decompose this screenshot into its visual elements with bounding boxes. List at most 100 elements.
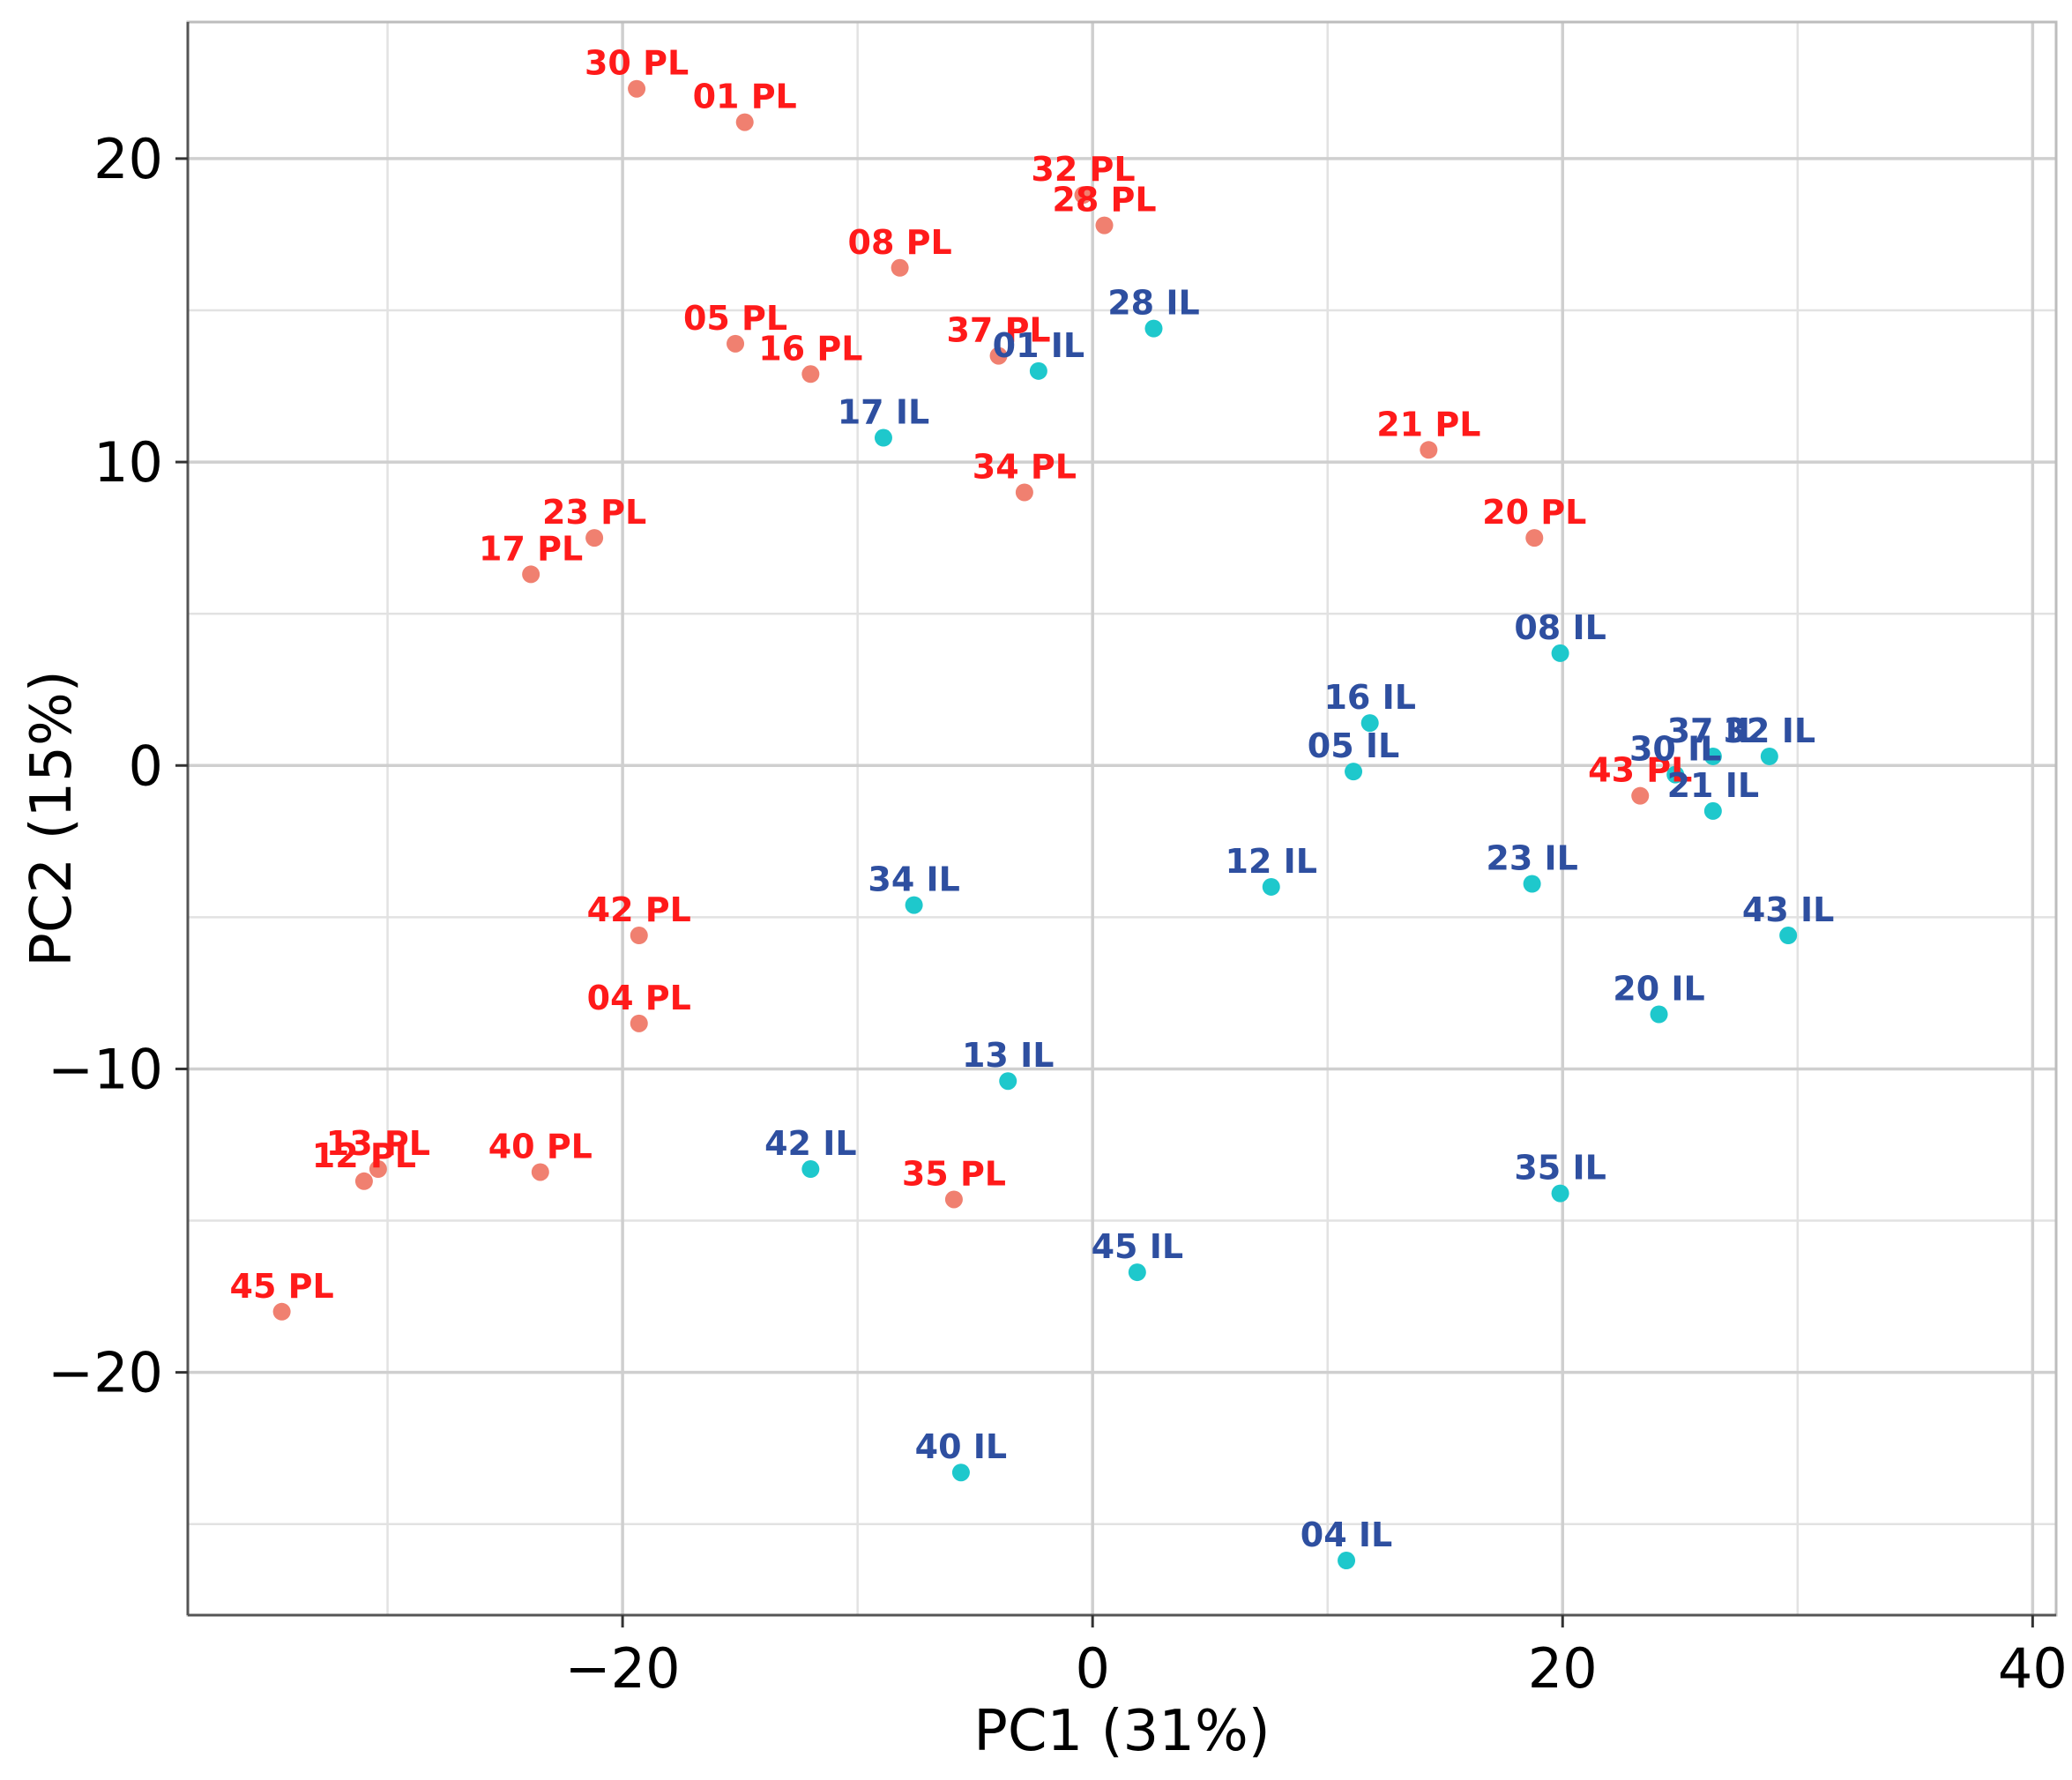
label-04-il: 04 IL <box>1301 1516 1392 1554</box>
y-tick-label: −10 <box>48 1037 163 1101</box>
label-35-il: 35 IL <box>1514 1149 1606 1188</box>
point-13-pl <box>369 1160 387 1179</box>
point-20-pl <box>1525 529 1544 547</box>
label-45-il: 45 IL <box>1092 1227 1183 1266</box>
label-30-pl: 30 PL <box>585 44 689 83</box>
label-08-il: 08 IL <box>1514 608 1606 647</box>
label-43-pl: 43 PL <box>1588 751 1692 790</box>
label-05-pl: 05 PL <box>683 299 787 338</box>
label-42-pl: 42 PL <box>587 890 691 929</box>
label-40-pl: 40 PL <box>488 1127 593 1166</box>
point-42-pl <box>630 927 648 945</box>
label-23-pl: 23 PL <box>542 493 646 532</box>
point-32-il <box>1760 747 1778 765</box>
grid-lines <box>188 22 2056 1615</box>
point-12-il <box>1262 877 1280 896</box>
label-37-il: 37 IL <box>1667 711 1759 750</box>
point-43-il <box>1779 927 1798 945</box>
label-45-pl: 45 PL <box>230 1267 334 1306</box>
label-08-pl: 08 PL <box>848 223 952 262</box>
label-17-pl: 17 PL <box>479 529 583 568</box>
point-21-pl <box>1420 441 1438 459</box>
point-13-il <box>999 1072 1017 1091</box>
point-32-pl <box>1074 186 1092 205</box>
label-13-il: 13 IL <box>962 1036 1054 1075</box>
label-40-il: 40 IL <box>915 1427 1007 1466</box>
point-01-il <box>1029 361 1047 380</box>
point-05-il <box>1345 763 1363 781</box>
point-35-il <box>1551 1184 1569 1203</box>
point-23-pl <box>585 529 604 547</box>
label-16-pl: 16 PL <box>758 329 862 368</box>
label-28-pl: 28 PL <box>1052 181 1156 220</box>
label-20-il: 20 IL <box>1613 970 1704 1009</box>
label-12-pl: 12 PL <box>312 1136 416 1175</box>
point-16-il <box>1360 714 1379 733</box>
label-32-pl: 32 PL <box>1031 150 1135 189</box>
point-40-pl <box>531 1163 549 1181</box>
label-32-il: 32 IL <box>1724 711 1815 750</box>
point-05-pl <box>727 334 745 353</box>
point-12-pl <box>354 1172 373 1190</box>
label-28-il: 28 IL <box>1107 284 1199 323</box>
label-13-pl: 13 PL <box>326 1124 430 1163</box>
y-tick-label: 0 <box>129 734 163 798</box>
label-21-pl: 21 PL <box>1376 405 1480 443</box>
point-08-pl <box>891 258 909 277</box>
label-37-pl: 37 PL <box>946 311 1050 350</box>
label-34-pl: 34 PL <box>973 447 1077 486</box>
label-16-il: 16 IL <box>1323 678 1415 717</box>
point-20-il <box>1650 1005 1668 1024</box>
y-tick-label: 20 <box>93 127 163 191</box>
point-28-il <box>1144 319 1163 338</box>
point-37-pl <box>989 346 1008 365</box>
label-35-pl: 35 PL <box>902 1154 1006 1193</box>
point-42-il <box>801 1160 820 1179</box>
point-17-pl <box>522 565 540 584</box>
point-45-il <box>1128 1263 1146 1282</box>
point-16-pl <box>801 365 820 384</box>
label-01-pl: 01 PL <box>693 78 797 116</box>
axes: −20 0 20 40 −20 −10 0 10 20 <box>48 22 2068 1701</box>
point-21-il <box>1703 801 1722 820</box>
data-points <box>272 79 1798 1570</box>
label-43-il: 43 IL <box>1742 890 1834 929</box>
x-tick-label: 20 <box>1528 1636 1598 1701</box>
point-34-pl <box>1015 483 1033 502</box>
point-04-pl <box>630 1014 648 1032</box>
x-tick-label: −20 <box>565 1636 681 1701</box>
x-tick-label: 0 <box>1075 1636 1109 1701</box>
y-axis-title: PC2 (15%) <box>19 670 85 967</box>
point-30-il <box>1666 765 1685 784</box>
label-05-il: 05 IL <box>1308 726 1399 765</box>
label-42-il: 42 IL <box>764 1124 856 1163</box>
point-28-pl <box>1095 216 1114 235</box>
point-04-il <box>1338 1552 1356 1570</box>
point-35-pl <box>944 1190 963 1209</box>
point-17-il <box>874 428 892 447</box>
point-34-il <box>905 896 923 914</box>
x-axis-title: PC1 (31%) <box>973 1699 1271 1764</box>
point-40-il <box>951 1463 970 1482</box>
label-01-il: 01 IL <box>993 326 1084 365</box>
label-12-il: 12 IL <box>1226 842 1317 881</box>
label-30-il: 30 IL <box>1629 730 1721 769</box>
label-23-il: 23 IL <box>1486 839 1577 878</box>
point-23-il <box>1523 875 1541 893</box>
label-04-pl: 04 PL <box>587 979 691 1017</box>
point-01-pl <box>735 113 754 131</box>
point-45-pl <box>272 1302 291 1321</box>
point-43-pl <box>1631 786 1650 805</box>
label-17-il: 17 IL <box>838 393 929 432</box>
y-tick-label: −20 <box>48 1341 163 1405</box>
y-tick-label: 10 <box>93 430 163 495</box>
label-34-il: 34 IL <box>868 860 959 899</box>
point-30-pl <box>628 79 646 98</box>
point-37-il <box>1703 747 1722 765</box>
label-20-pl: 20 PL <box>1482 493 1586 532</box>
label-21-il: 21 IL <box>1667 766 1759 805</box>
point-08-il <box>1551 644 1569 662</box>
